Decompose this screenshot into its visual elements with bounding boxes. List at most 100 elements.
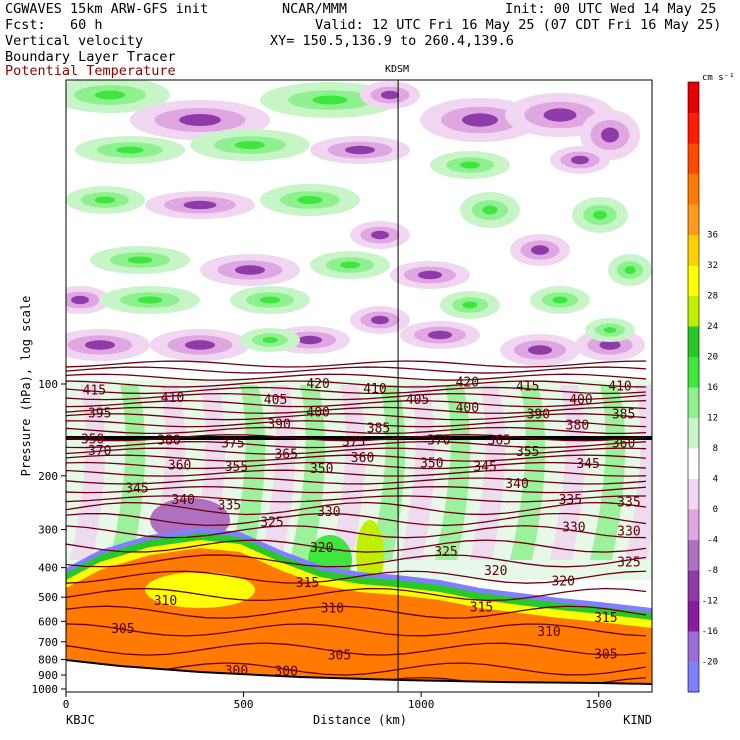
theta-label: 330 xyxy=(617,525,640,540)
theta-contour xyxy=(66,512,647,527)
field-vertical-velocity: Vertical velocity xyxy=(5,33,144,49)
upward-motion-max xyxy=(460,161,480,169)
colorbar-level: 0 xyxy=(713,505,718,515)
theta-label: 305 xyxy=(328,649,351,664)
theta-contour xyxy=(66,406,647,414)
theta-contour xyxy=(66,642,647,656)
theta-label: 350 xyxy=(81,432,104,447)
theta-label: 340 xyxy=(171,493,194,508)
upward-motion-max xyxy=(297,196,323,204)
theta-label: 375 xyxy=(221,437,244,452)
colorbar-level: -16 xyxy=(702,627,718,637)
theta-label: 335 xyxy=(617,496,640,511)
upward-motion-max xyxy=(340,261,360,269)
theta-contour xyxy=(66,434,647,442)
upward-motion-max xyxy=(95,90,125,100)
downward-motion-band xyxy=(70,385,106,560)
downward-motion-max xyxy=(531,245,549,255)
colorbar-swatch xyxy=(688,387,699,418)
colorbar-level: 12 xyxy=(707,414,718,424)
downward-motion-band xyxy=(625,385,652,560)
colorbar-swatch xyxy=(688,112,699,144)
downward-motion-max xyxy=(601,127,619,143)
theta-label: 410 xyxy=(608,380,631,395)
upward-motion-max xyxy=(127,256,153,264)
theta-contour xyxy=(66,440,647,449)
theta-label: 335 xyxy=(559,493,582,508)
colorbar: -20 -16 -12 -8 -4 0 4 8 12 16 20 24 28 32 36 xyxy=(687,81,718,693)
downward-motion-max xyxy=(235,265,265,275)
theta-contour xyxy=(66,426,647,435)
colorbar-swatch xyxy=(688,448,699,479)
theta-contour xyxy=(66,477,647,485)
downward-motion-max xyxy=(183,200,217,210)
colorbar-swatch xyxy=(688,234,699,266)
theta-contour xyxy=(66,501,647,516)
theta-contour xyxy=(66,420,647,428)
downward-motion-max xyxy=(462,113,498,127)
theta-contour xyxy=(66,360,647,368)
terrain-fill xyxy=(66,660,652,692)
theta-label: 390 xyxy=(267,418,290,433)
theta-contour xyxy=(66,623,647,637)
downward-motion-max xyxy=(371,315,389,325)
theta-label: 410 xyxy=(363,382,386,397)
theta-label: 360 xyxy=(168,458,191,473)
upper-velocity-field xyxy=(66,80,652,366)
upward-motion-max xyxy=(312,95,348,105)
downward-motion-max xyxy=(71,295,89,305)
theta-contour xyxy=(66,373,647,381)
colorbar-swatch xyxy=(688,539,699,571)
y-tick-label: 400 xyxy=(38,562,58,575)
downward-motion-max xyxy=(179,114,221,126)
station-left-label: KBJC xyxy=(66,713,95,727)
downward-motion-max xyxy=(418,270,442,280)
theta-label: 395 xyxy=(88,407,111,422)
colorbar-swatch xyxy=(688,82,699,113)
theta-label: 390 xyxy=(527,408,550,423)
theta-label: 370 xyxy=(88,444,111,459)
colorbar-level: 32 xyxy=(707,261,718,271)
downward-motion-max xyxy=(298,335,322,345)
y-tick-label: 800 xyxy=(38,653,58,666)
theta-contour xyxy=(66,380,647,388)
colorbar-swatch xyxy=(688,173,699,205)
colorbar-swatch xyxy=(688,265,699,296)
colorbar-level: 36 xyxy=(707,231,718,241)
terrain-profile xyxy=(65,659,653,692)
downward-motion-band xyxy=(470,385,506,560)
model-title: CGWAVES 15km ARW-GFS init xyxy=(5,1,209,17)
theta-contour xyxy=(66,454,647,462)
theta-label: 355 xyxy=(516,445,539,460)
theta-label: 350 xyxy=(310,462,333,477)
upward-motion-max xyxy=(260,296,280,304)
theta-contour xyxy=(66,461,647,470)
upward-motion-band xyxy=(230,385,266,560)
theta-contour xyxy=(66,400,647,408)
theta-contour xyxy=(66,386,647,395)
colorbar-level: 28 xyxy=(707,292,718,302)
colorbar-swatch xyxy=(688,631,699,662)
colorbar-swatch xyxy=(688,417,699,449)
upward-motion-max xyxy=(262,337,278,343)
theta-label: 415 xyxy=(83,383,106,398)
x-axis: 0 500 1000 1500 xyxy=(63,692,612,711)
theta-label: 385 xyxy=(612,408,635,423)
y-axis-title: Pressure (hPa), log scale xyxy=(19,296,33,477)
theta-label: 325 xyxy=(617,556,640,571)
theta-label: 360 xyxy=(351,451,374,466)
downward-motion-max xyxy=(528,345,552,355)
theta-label: 365 xyxy=(488,433,511,448)
upward-motion-max xyxy=(95,196,115,204)
theta-label: 315 xyxy=(594,611,617,626)
theta-label: 305 xyxy=(594,647,617,662)
terrain-line xyxy=(65,659,653,685)
theta-label: 305 xyxy=(111,622,134,637)
x-tick-label: 500 xyxy=(234,698,254,711)
x-tick-label: 0 xyxy=(63,698,70,711)
theta-label: 355 xyxy=(225,460,248,475)
colorbar-units: cm s⁻¹ xyxy=(702,73,735,83)
theta-contour xyxy=(66,469,647,477)
upward-motion-max xyxy=(603,327,617,333)
colorbar-swatch xyxy=(688,600,699,632)
